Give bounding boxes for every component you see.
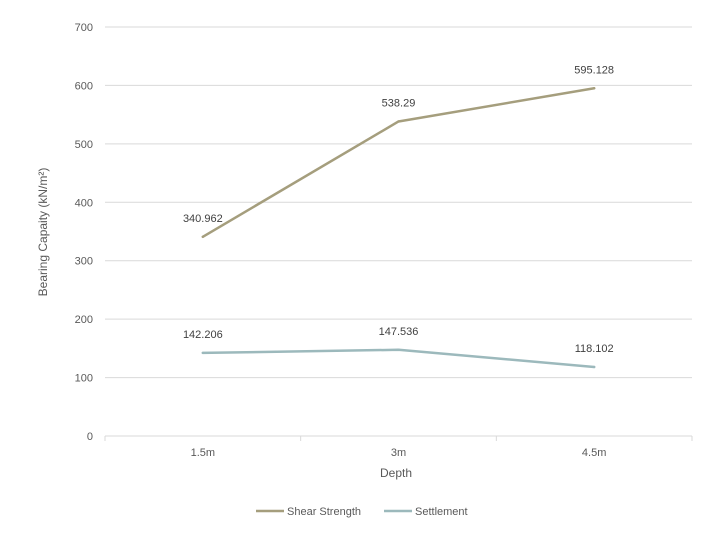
x-axis-title: Depth xyxy=(380,466,412,480)
y-tick-label: 0 xyxy=(87,431,93,443)
y-tick-label: 700 xyxy=(75,22,93,34)
data-point xyxy=(592,87,596,90)
data-point xyxy=(397,348,400,351)
data-label: 595.128 xyxy=(574,64,614,76)
legend-label: Shear Strength xyxy=(287,506,361,518)
x-tick-label: 1.5m xyxy=(191,447,215,459)
x-axis: 1.5m 3m 4.5m xyxy=(104,435,693,459)
data-point xyxy=(201,351,205,355)
series-lines xyxy=(201,87,596,369)
y-tick-label: 300 xyxy=(75,256,93,268)
data-label: 538.29 xyxy=(382,97,416,109)
data-labels: 340.962 538.29 595.128 142.206 147.536 118.10… xyxy=(183,64,614,355)
y-tick-label: 500 xyxy=(75,139,93,151)
data-label: 142.206 xyxy=(183,329,223,341)
y-axis-title: Bearing Capaity (kN/m²) xyxy=(36,168,50,297)
gridlines xyxy=(105,26,692,379)
series-line xyxy=(201,87,596,239)
data-label: 147.536 xyxy=(379,326,419,338)
series-line xyxy=(201,348,596,369)
x-tick-label: 4.5m xyxy=(582,447,606,459)
y-tick-label: 400 xyxy=(75,197,93,209)
legend: Shear Strength Settlement xyxy=(256,506,468,518)
legend-label: Settlement xyxy=(415,506,468,518)
data-point xyxy=(592,365,596,369)
y-tick-labels: 0 100 200 300 400 500 600 700 xyxy=(75,22,93,443)
y-tick-label: 100 xyxy=(75,373,93,385)
data-point xyxy=(201,235,205,238)
data-label: 340.962 xyxy=(183,213,223,225)
data-label: 118.102 xyxy=(575,343,614,355)
x-tick-label: 3m xyxy=(391,447,406,459)
data-point xyxy=(397,120,400,123)
y-tick-label: 600 xyxy=(75,80,93,92)
y-tick-label: 200 xyxy=(75,314,93,326)
